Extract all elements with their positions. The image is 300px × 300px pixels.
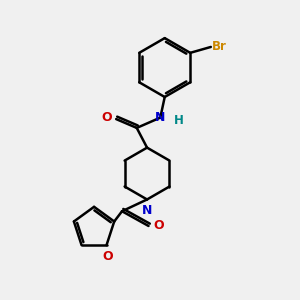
- Text: N: N: [155, 111, 166, 124]
- Text: O: O: [153, 220, 164, 232]
- Text: H: H: [174, 114, 183, 127]
- Text: N: N: [142, 204, 152, 217]
- Text: O: O: [103, 250, 113, 263]
- Text: Br: Br: [212, 40, 227, 53]
- Text: O: O: [101, 111, 112, 124]
